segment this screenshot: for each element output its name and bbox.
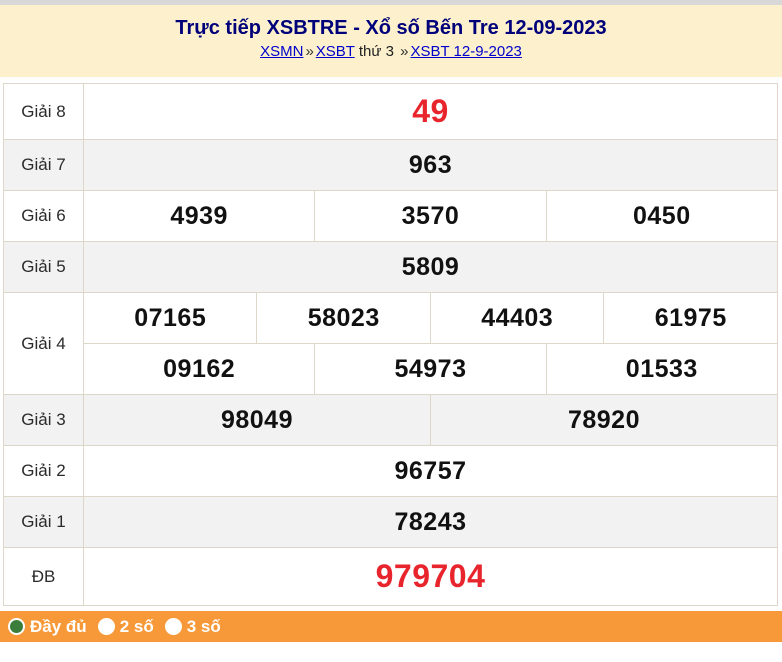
prize-number: 09162 <box>82 343 316 395</box>
top-strip <box>0 0 782 5</box>
prize-label: Giải 4 <box>3 292 84 395</box>
spacer <box>0 77 782 83</box>
radio-icon <box>164 618 182 635</box>
prize-number: 61975 <box>603 292 778 344</box>
breadcrumb-text-weekday: thứ 3 <box>358 43 394 60</box>
prize-label: Giải 3 <box>3 394 84 446</box>
prize-number: 98049 <box>83 394 431 446</box>
prize-number: 49 <box>83 83 778 140</box>
prize-label: ĐB <box>3 547 84 606</box>
prize-number: 07165 <box>82 292 258 344</box>
breadcrumb-separator: » <box>305 43 314 60</box>
results-table: Giải 8 49 Giải 7 963 Giải 6 4939 3570 04… <box>3 83 779 606</box>
radio-icon <box>97 618 115 635</box>
prize-number: 01533 <box>545 343 779 395</box>
prize-number: 54973 <box>314 343 547 395</box>
prize-label: Giải 6 <box>3 190 84 242</box>
prize-row-g4-line1: Giải 4 07165 58023 44403 61975 <box>3 292 778 395</box>
page-title: Trực tiếp XSBTRE - Xổ số Bến Tre 12-09-2… <box>175 17 607 39</box>
prize-label: Giải 8 <box>3 83 84 140</box>
page-header: Trực tiếp XSBTRE - Xổ số Bến Tre 12-09-2… <box>0 5 782 77</box>
prize-row-db: ĐB 979704 <box>3 547 778 606</box>
option-2-digits[interactable]: 2 số <box>97 617 154 636</box>
prize-row-g6: Giải 6 4939 3570 0450 <box>3 190 779 242</box>
prize-number: 979704 <box>83 547 778 606</box>
prize-label: Giải 7 <box>3 139 84 191</box>
prize-number: 78920 <box>429 394 779 446</box>
prize-label: Giải 5 <box>3 241 84 293</box>
option-label: Đầy đủ <box>30 617 87 636</box>
prize-number: 5809 <box>83 241 778 293</box>
prize-row-g7: Giải 7 963 <box>3 139 778 191</box>
option-label: 2 số <box>119 617 154 636</box>
prize-number: 0450 <box>545 190 779 242</box>
radio-selected-icon <box>8 618 25 635</box>
prize-row-g5: Giải 5 5809 <box>3 241 778 293</box>
prize-row-g4-line2: 09162 54973 01533 <box>4 343 779 395</box>
prize-row-g3: Giải 3 98049 78920 <box>3 394 779 446</box>
breadcrumb-link-xsbt[interactable]: XSBT <box>315 43 355 60</box>
prize-number: 963 <box>83 139 778 191</box>
prize-number: 3570 <box>314 190 547 242</box>
option-full-numbers[interactable]: Đầy đủ <box>8 618 87 635</box>
display-mode-bar: Đầy đủ 2 số 3 số <box>0 611 782 642</box>
option-3-digits[interactable]: 3 số <box>164 617 221 636</box>
prize-number: 4939 <box>82 190 316 242</box>
prize-number: 78243 <box>83 496 778 548</box>
prize-row-g1: Giải 1 78243 <box>3 496 778 548</box>
prize-row-g2: Giải 2 96757 <box>3 445 778 497</box>
prize-number: 44403 <box>429 292 605 344</box>
breadcrumb-link-xsmn[interactable]: XSMN <box>260 43 304 60</box>
prize-row-g8: Giải 8 49 <box>3 83 778 140</box>
breadcrumb-separator: » <box>400 43 409 60</box>
prize-label: Giải 1 <box>3 496 84 548</box>
prize-label: Giải 2 <box>3 445 84 497</box>
breadcrumb: XSMN» XSBT thứ 3 » XSBT 12-9-2023 <box>0 43 782 60</box>
option-label: 3 số <box>186 617 221 636</box>
prize-number: 58023 <box>256 292 431 344</box>
prize-number: 96757 <box>83 445 778 497</box>
breadcrumb-link-date[interactable]: XSBT 12-9-2023 <box>410 43 522 60</box>
